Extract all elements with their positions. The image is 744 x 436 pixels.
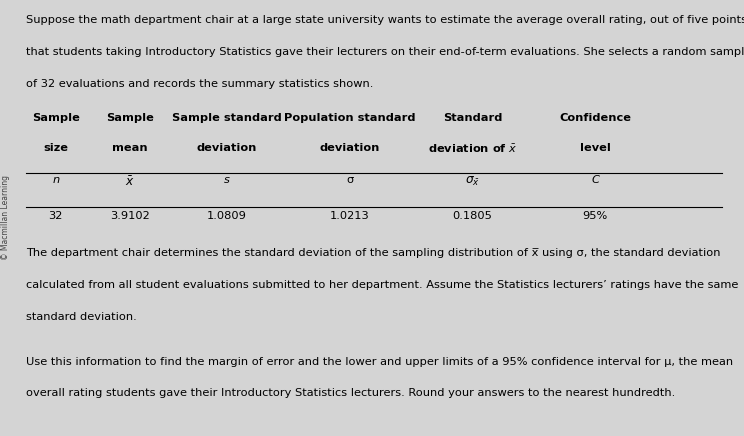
Text: Sample standard: Sample standard <box>172 113 282 123</box>
Text: Use this information to find the margin of error and the lower and upper limits : Use this information to find the margin … <box>26 357 733 367</box>
Text: standard deviation.: standard deviation. <box>26 312 137 322</box>
Text: overall rating students gave their Introductory Statistics lecturers. Round your: overall rating students gave their Intro… <box>26 388 676 399</box>
Text: 1.0809: 1.0809 <box>207 211 247 221</box>
Text: that students taking Introductory Statistics gave their lecturers on their end-o: that students taking Introductory Statis… <box>26 47 744 57</box>
Text: 0.1805: 0.1805 <box>452 211 493 221</box>
Text: deviation: deviation <box>196 143 257 153</box>
Text: Population standard: Population standard <box>284 113 415 123</box>
Text: deviation: deviation <box>319 143 380 153</box>
Text: 3.9102: 3.9102 <box>110 211 150 221</box>
Text: level: level <box>580 143 611 153</box>
Text: mean: mean <box>112 143 148 153</box>
Text: Sample: Sample <box>106 113 154 123</box>
Text: $\sigma_{\bar{x}}$: $\sigma_{\bar{x}}$ <box>465 175 480 188</box>
Text: © Macmillan Learning: © Macmillan Learning <box>1 176 10 260</box>
Text: Confidence: Confidence <box>559 113 631 123</box>
Text: n: n <box>52 175 60 185</box>
Text: Standard: Standard <box>443 113 502 123</box>
Text: C: C <box>591 175 599 185</box>
Text: 1.0213: 1.0213 <box>330 211 370 221</box>
Text: s: s <box>224 175 230 185</box>
Text: size: size <box>43 143 68 153</box>
Text: 95%: 95% <box>583 211 608 221</box>
Text: of 32 evaluations and records the summary statistics shown.: of 32 evaluations and records the summar… <box>26 79 373 89</box>
Text: Sample: Sample <box>32 113 80 123</box>
Text: calculated from all student evaluations submitted to her department. Assume the : calculated from all student evaluations … <box>26 280 738 290</box>
Text: The department chair determines the standard deviation of the sampling distribut: The department chair determines the stan… <box>26 248 720 258</box>
Text: Suppose the math department chair at a large state university wants to estimate : Suppose the math department chair at a l… <box>26 15 744 25</box>
Text: deviation of $\bar{x}$: deviation of $\bar{x}$ <box>428 143 517 155</box>
Text: $\bar{x}$: $\bar{x}$ <box>126 175 135 189</box>
Text: 32: 32 <box>48 211 63 221</box>
Text: σ: σ <box>346 175 353 185</box>
